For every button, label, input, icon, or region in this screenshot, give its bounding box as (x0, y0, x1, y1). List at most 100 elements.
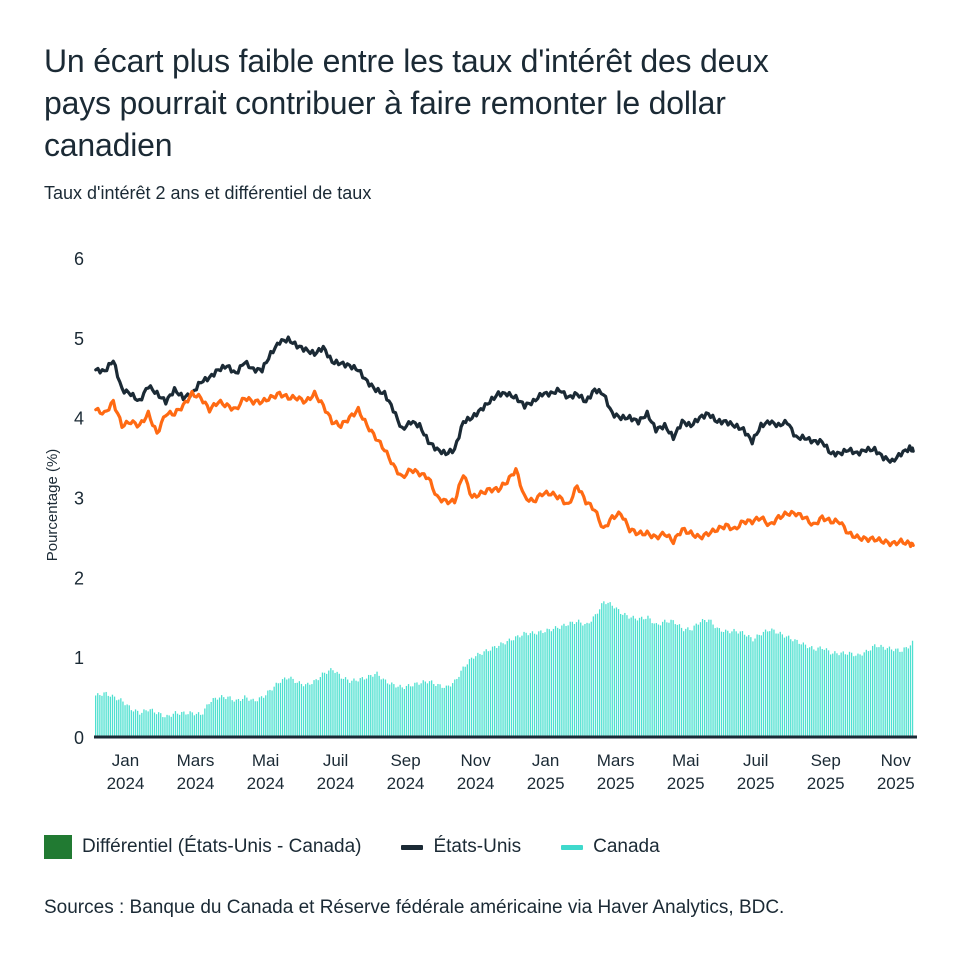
differential-bar (563, 623, 565, 737)
legend-label: États-Unis (433, 836, 522, 857)
differential-bar (357, 681, 359, 737)
differential-bar (874, 644, 876, 737)
differential-bar (496, 648, 498, 737)
differential-bar (830, 654, 832, 737)
differential-bar (758, 634, 760, 737)
differential-bar (187, 714, 189, 737)
differential-bar (351, 680, 353, 737)
differential-bar (798, 643, 800, 737)
differential-bar (561, 625, 563, 737)
differential-bar (903, 647, 905, 737)
differential-bar (328, 670, 330, 737)
differential-bar (164, 717, 166, 737)
differential-bar (594, 614, 597, 737)
differential-bar (113, 696, 116, 737)
differential-bar (584, 623, 586, 737)
differential-bar (611, 605, 613, 737)
differential-bar (338, 673, 340, 737)
y-tick-label: 4 (74, 409, 84, 429)
differential-bar (760, 635, 762, 737)
differential-bar (674, 624, 676, 737)
differential-bar (609, 602, 611, 737)
differential-bar (502, 643, 504, 737)
differential-bar (672, 620, 674, 737)
differential-bar (735, 631, 737, 737)
differential-bar (166, 714, 168, 737)
y-axis-ticks: 0 1 2 3 4 5 6 (74, 249, 84, 748)
differential-bar (756, 634, 758, 737)
y-axis-label: Pourcentage (%) (44, 449, 61, 562)
differential-bar (185, 714, 187, 737)
differential-bar (370, 675, 372, 737)
differential-bar (746, 636, 748, 737)
differential-bar (538, 631, 540, 737)
x-tick-label: Mars (597, 751, 635, 770)
differential-bar (821, 649, 823, 737)
differential-bar (464, 666, 466, 737)
differential-bar (571, 621, 573, 737)
differential-bar (412, 686, 414, 737)
differential-bar (109, 696, 111, 737)
differential-bar (580, 622, 582, 737)
differential-bar (788, 635, 790, 737)
differential-bar (863, 652, 865, 737)
differential-bar (162, 717, 164, 737)
legend-item-us: États-Unis (401, 836, 521, 858)
differential-bar (456, 678, 458, 737)
differential-bar (300, 683, 303, 737)
differential-bar (214, 697, 216, 737)
differential-bar (590, 621, 592, 737)
differential-bar (384, 679, 387, 737)
differential-bar (536, 634, 538, 737)
differential-bar (718, 628, 720, 737)
differential-bar (596, 613, 599, 737)
differential-bar (372, 676, 374, 737)
differential-bar (197, 712, 200, 737)
differential-bar (720, 631, 723, 737)
differential-bar (792, 641, 794, 737)
differential-bar (494, 646, 496, 737)
x-tick-label: 2025 (737, 774, 775, 793)
differential-bar (336, 671, 338, 737)
legend-item-canada: Canada (561, 836, 660, 858)
differential-bar (292, 678, 294, 737)
differential-bar (769, 631, 771, 737)
differential-bar (680, 627, 683, 737)
differential-bar (315, 679, 317, 737)
differential-bar (302, 686, 305, 737)
legend: Différentiel (États-Unis - Canada) États… (44, 835, 700, 859)
differential-bar (296, 682, 298, 737)
x-tick-label: Mai (252, 751, 279, 770)
differential-bar (267, 690, 269, 737)
differential-bar (288, 678, 290, 737)
differential-bar (389, 684, 391, 737)
differential-bar (525, 632, 527, 737)
differential-bar (321, 672, 324, 737)
differential-swatch-icon (44, 835, 72, 859)
differential-bar (374, 674, 376, 737)
differential-bar (836, 653, 838, 737)
differential-bar (319, 677, 321, 737)
x-tick-label: 2025 (807, 774, 845, 793)
differential-bar (340, 678, 342, 737)
differential-bar (794, 639, 796, 737)
differential-bar (762, 631, 765, 737)
differential-bar (487, 651, 489, 737)
differential-bar (225, 699, 227, 737)
differential-bar (359, 678, 361, 737)
differential-bar (804, 644, 807, 737)
differential-bar (141, 712, 143, 737)
differential-bar (233, 701, 235, 737)
differential-bar (752, 641, 754, 737)
differential-bar (298, 681, 300, 737)
x-tick-label: Jan (532, 751, 559, 770)
differential-bar (97, 693, 99, 737)
differential-bar (491, 646, 494, 737)
differential-bar (754, 638, 756, 737)
differential-bar (676, 624, 678, 737)
differential-bar (624, 612, 626, 737)
differential-bar (353, 678, 355, 737)
differential-bar (195, 713, 198, 737)
differential-bar (909, 645, 912, 737)
differential-bar (729, 633, 731, 737)
